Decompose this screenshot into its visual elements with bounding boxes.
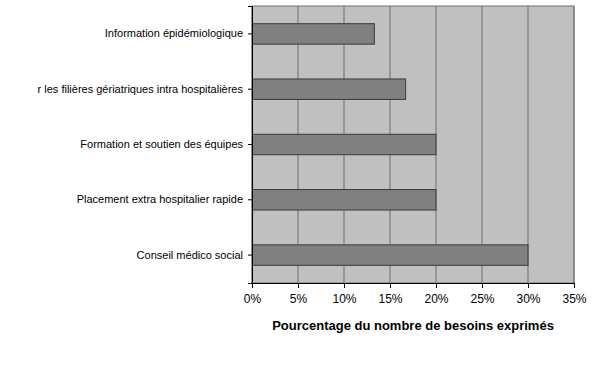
y-tick-label: Formation et soutien des équipes: [80, 138, 243, 150]
plot: 0% 5% 10% 15% 20% 25% 30% 35% Information épidém…: [38, 6, 587, 333]
x-tick: 30%: [516, 283, 540, 306]
x-tick-mark: [436, 283, 437, 288]
x-tick-mark: [390, 283, 391, 288]
y-tick: Conseil médico social: [137, 249, 252, 261]
bar: [252, 245, 528, 265]
plot-background: [252, 6, 574, 283]
x-tick-mark: [344, 283, 345, 288]
bars: [252, 24, 528, 266]
x-tick-label: 0%: [244, 292, 262, 306]
y-tick: r les filières gériatriques intra hospit…: [38, 83, 252, 95]
grid: [252, 6, 574, 283]
bar: [252, 134, 436, 154]
x-tick-mark: [574, 283, 575, 288]
x-tick-label: 5%: [290, 292, 308, 306]
grid-line: [482, 6, 483, 283]
y-tick-label: r les filières gériatriques intra hospit…: [38, 83, 244, 95]
y-tick-mark: [248, 255, 252, 256]
x-tick: 20%: [424, 283, 448, 306]
y-tick-label: Placement extra hospitalier rapide: [77, 193, 243, 205]
x-tick-label: 25%: [470, 292, 494, 306]
y-tick: Formation et soutien des équipes: [80, 138, 252, 150]
x-axis: 0% 5% 10% 15% 20% 25% 30% 35%: [244, 283, 587, 306]
x-tick-mark: [298, 283, 299, 288]
bar: [252, 190, 436, 210]
bar: [252, 24, 374, 44]
x-tick-label: 20%: [424, 292, 448, 306]
grid-line: [528, 6, 529, 283]
x-tick-label: 15%: [378, 292, 402, 306]
y-tick-mark: [248, 89, 252, 90]
x-tick: 5%: [290, 283, 308, 306]
x-tick-label: 35%: [562, 292, 586, 306]
y-axis-line: [248, 7, 253, 284]
x-tick-label: 30%: [516, 292, 540, 306]
y-tick-label: Information épidémiologique: [105, 27, 243, 39]
x-axis-title: Pourcentage du nombre de besoins exprimé…: [272, 318, 554, 333]
y-tick-mark: [248, 33, 252, 34]
y-tick: Information épidémiologique: [105, 27, 252, 39]
x-axis-line: [253, 284, 575, 289]
y-tick-mark: [248, 144, 252, 145]
x-tick-mark: [528, 283, 529, 288]
x-tick: 25%: [470, 283, 494, 306]
x-tick: 35%: [562, 283, 586, 306]
x-tick: 0%: [244, 283, 262, 306]
x-tick: 15%: [378, 283, 402, 306]
y-tick-label: Conseil médico social: [137, 249, 243, 261]
y-tick: Placement extra hospitalier rapide: [77, 193, 252, 205]
x-tick-label: 10%: [332, 292, 356, 306]
y-tick-mark: [248, 199, 252, 200]
x-tick: 10%: [332, 283, 356, 306]
plot-frame: [252, 6, 574, 283]
chart: 0% 5% 10% 15% 20% 25% 30% 35% Information épidém…: [0, 0, 596, 390]
bar: [252, 79, 406, 99]
y-axis: Information épidémiologique r les filière…: [38, 7, 253, 284]
x-tick-mark: [482, 283, 483, 288]
